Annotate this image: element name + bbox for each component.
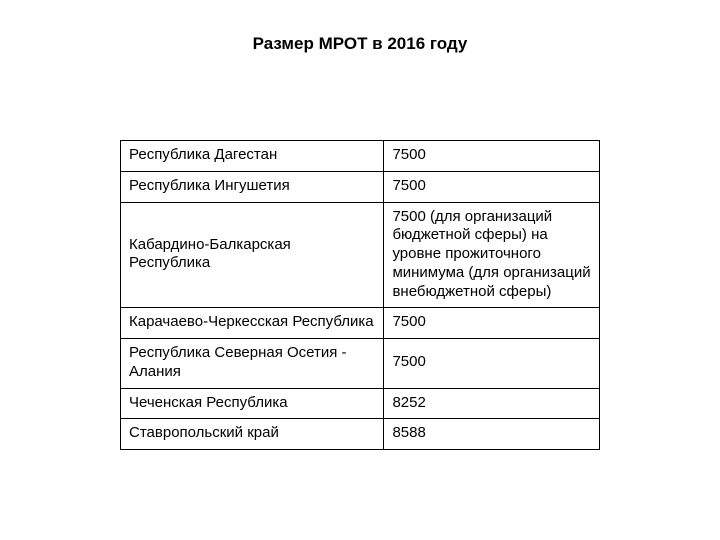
value-cell: 8588 <box>384 419 600 450</box>
region-cell: Кабардино-Балкарская Республика <box>121 202 384 308</box>
region-cell: Карачаево-Черкесская Республика <box>121 308 384 339</box>
mrot-table: Республика Дагестан 7500 Республика Ингу… <box>120 140 600 450</box>
mrot-table-container: Республика Дагестан 7500 Республика Ингу… <box>120 140 600 450</box>
value-cell: 7500 <box>384 308 600 339</box>
table-row: Республика Дагестан 7500 <box>121 141 600 172</box>
region-cell: Ставропольский край <box>121 419 384 450</box>
region-cell: Чеченская Республика <box>121 388 384 419</box>
region-cell: Республика Ингушетия <box>121 171 384 202</box>
table-row: Республика Ингушетия 7500 <box>121 171 600 202</box>
value-cell: 8252 <box>384 388 600 419</box>
region-cell: Республика Северная Осетия - Алания <box>121 339 384 389</box>
value-cell: 7500 <box>384 339 600 389</box>
table-row: Карачаево-Черкесская Республика 7500 <box>121 308 600 339</box>
value-cell: 7500 <box>384 141 600 172</box>
table-row: Кабардино-Балкарская Республика 7500 (дл… <box>121 202 600 308</box>
region-cell: Республика Дагестан <box>121 141 384 172</box>
table-row: Ставропольский край 8588 <box>121 419 600 450</box>
page-title: Размер МРОТ в 2016 году <box>0 0 720 54</box>
value-cell: 7500 <box>384 171 600 202</box>
table-row: Чеченская Республика 8252 <box>121 388 600 419</box>
document-page: Размер МРОТ в 2016 году Республика Дагес… <box>0 0 720 540</box>
value-cell: 7500 (для организаций бюджетной сферы) н… <box>384 202 600 308</box>
table-row: Республика Северная Осетия - Алания 7500 <box>121 339 600 389</box>
